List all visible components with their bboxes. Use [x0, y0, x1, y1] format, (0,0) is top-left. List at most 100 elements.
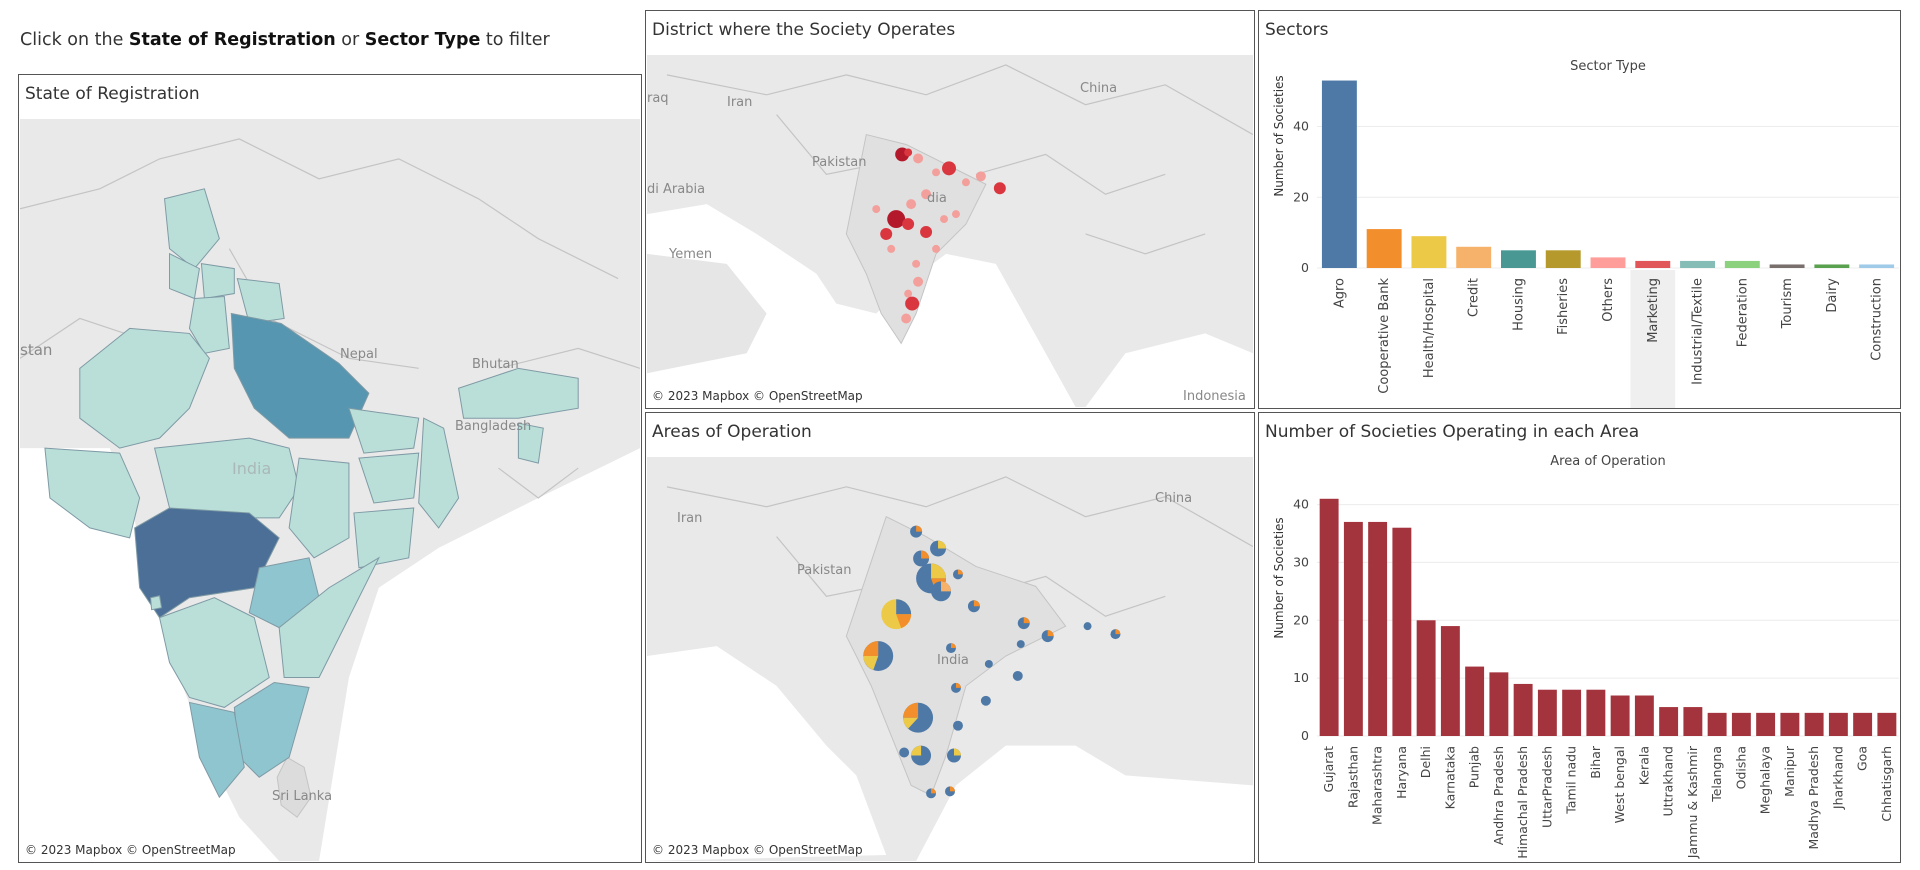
bar[interactable] — [1501, 250, 1536, 268]
x-tick-label[interactable]: Construction — [1870, 278, 1885, 361]
x-tick-label[interactable]: Agro — [1332, 278, 1347, 308]
bar[interactable] — [1537, 689, 1557, 736]
x-tick-label[interactable]: Himachal Pradesh — [1515, 746, 1530, 859]
area-bar-chart[interactable]: Area of Operation Number of Societies 0 10 2… — [1259, 413, 1901, 863]
bar[interactable] — [1780, 712, 1800, 736]
bar[interactable] — [1392, 527, 1412, 736]
bar[interactable] — [1610, 695, 1630, 737]
map-label-iran: Iran — [677, 511, 703, 526]
x-tick-label[interactable]: Housing — [1511, 278, 1526, 331]
x-tick-label[interactable]: Karnataka — [1442, 746, 1457, 809]
bar[interactable] — [1659, 707, 1679, 736]
panel-title: District where the Society Operates — [652, 20, 956, 40]
x-tick-label[interactable]: Maharashtra — [1370, 746, 1385, 825]
x-tick-label[interactable]: Tourism — [1780, 278, 1795, 329]
bar[interactable] — [1724, 260, 1760, 268]
map-label-china: China — [1155, 491, 1193, 506]
state-uttar-pradesh — [230, 312, 370, 439]
bar[interactable] — [1513, 683, 1533, 736]
map-credit: © 2023 Mapbox © OpenStreetMap — [652, 389, 863, 403]
map-label-sri-lanka: Sri Lanka — [272, 789, 333, 804]
bar[interactable] — [1545, 250, 1581, 268]
x-tick-label[interactable]: Federation — [1735, 278, 1750, 347]
map-label-china: China — [1080, 81, 1118, 96]
x-tick-label[interactable]: Health/Hospital — [1422, 278, 1437, 378]
bar[interactable] — [1562, 689, 1582, 736]
district-map[interactable]: China Iran Pakistan di Arabia Yemen raq … — [647, 55, 1253, 407]
bar[interactable] — [1756, 712, 1776, 736]
x-tick-label[interactable]: Delhi — [1418, 746, 1433, 778]
state-of-registration-term: State of Registration — [128, 30, 336, 50]
bar[interactable] — [1489, 672, 1509, 736]
bar[interactable] — [1804, 712, 1824, 736]
bar[interactable] — [1814, 264, 1850, 268]
areas-map[interactable]: China Iran Pakistan India © 2023 Mapbox … — [647, 457, 1253, 861]
x-tick-label[interactable]: Chhatisgarh — [1879, 746, 1894, 822]
x-tick-label[interactable]: Kerala — [1636, 746, 1651, 785]
chart-title: Area of Operation — [1550, 454, 1665, 469]
x-tick-label[interactable]: Dairy — [1825, 278, 1840, 313]
bar[interactable] — [1366, 229, 1402, 268]
bar[interactable] — [1680, 260, 1715, 268]
filter-instruction: Click on the State of Registration or Se… — [20, 30, 550, 50]
state-gujarat — [44, 447, 141, 539]
bar[interactable] — [1853, 712, 1873, 736]
sectors-panel: Sectors Sector Type Number of Societies 0 2… — [1258, 10, 1901, 409]
bar[interactable] — [1634, 695, 1654, 737]
sector-bar-chart[interactable]: Sector Type Number of Societies 0 20 40 Agro C… — [1259, 11, 1901, 409]
bar[interactable] — [1859, 264, 1895, 268]
x-tick-label[interactable]: Cooperative Bank — [1377, 278, 1392, 394]
x-tick-label[interactable]: Industrial/Textile — [1691, 278, 1706, 385]
y-axis-label: Number of Societies — [1272, 517, 1286, 638]
bar[interactable] — [1343, 521, 1363, 736]
bar[interactable] — [1586, 689, 1606, 736]
state-jammu-kashmir — [163, 188, 220, 270]
bar[interactable] — [1440, 626, 1460, 736]
bar[interactable] — [1769, 264, 1805, 268]
x-tick-label[interactable]: Jharkhand — [1830, 746, 1845, 810]
x-tick-label[interactable]: Tamil nadu — [1564, 746, 1579, 815]
x-tick-label[interactable]: Bihar — [1588, 745, 1603, 779]
x-tick-label[interactable]: Telangna — [1709, 746, 1724, 803]
x-tick-label[interactable]: Andhra Pradesh — [1491, 746, 1506, 845]
bar[interactable] — [1707, 712, 1727, 736]
state-kerala — [188, 701, 245, 799]
state-map[interactable]: India Nepal Bhutan Bangladesh Sri Lanka … — [20, 119, 640, 861]
x-tick-label[interactable]: Uttrakhand — [1661, 746, 1676, 816]
x-tick-label[interactable]: Meghalaya — [1758, 746, 1773, 814]
state-chhattisgarh — [288, 457, 350, 559]
bar[interactable] — [1368, 521, 1388, 736]
x-tick-label[interactable]: Fisheries — [1556, 278, 1571, 335]
x-tick-label[interactable]: UttarPradesh — [1539, 746, 1554, 828]
bar[interactable] — [1416, 620, 1436, 736]
bar[interactable] — [1635, 260, 1671, 268]
district-panel: District where the Society Operates — [645, 10, 1255, 409]
bar[interactable] — [1321, 80, 1357, 268]
x-tick-label[interactable]: Manipur — [1782, 745, 1797, 797]
x-tick-label[interactable]: Rajasthan — [1345, 746, 1360, 808]
x-tick-label[interactable]: Goa — [1855, 746, 1870, 771]
x-tick-label[interactable]: Jammu & Kashmir — [1685, 745, 1700, 859]
panel-title: State of Registration — [25, 84, 200, 104]
x-tick-label[interactable]: Punjab — [1467, 746, 1482, 788]
map-label-iran: Iran — [727, 95, 753, 110]
x-tick-label[interactable]: Marketing — [1646, 278, 1661, 343]
bar[interactable] — [1877, 712, 1897, 736]
bar[interactable] — [1456, 246, 1492, 268]
x-tick-label[interactable]: Gujarat — [1321, 746, 1336, 793]
state-jharkhand — [358, 452, 420, 504]
x-tick-label[interactable]: Others — [1601, 278, 1616, 322]
x-tick-label[interactable]: Madhya Pradesh — [1806, 746, 1821, 850]
bar[interactable] — [1683, 707, 1703, 736]
x-tick-label[interactable]: Haryana — [1394, 746, 1409, 799]
bar[interactable] — [1731, 712, 1751, 736]
x-tick-label[interactable]: West bengal — [1612, 746, 1627, 823]
bar[interactable] — [1411, 236, 1447, 268]
bar[interactable] — [1590, 257, 1626, 268]
x-tick-label[interactable]: Odisha — [1733, 746, 1748, 789]
map-credit: © 2023 Mapbox © OpenStreetMap — [25, 843, 236, 857]
bar[interactable] — [1465, 666, 1485, 736]
bar[interactable] — [1828, 712, 1848, 736]
x-tick-label[interactable]: Credit — [1467, 278, 1482, 317]
bar[interactable] — [1319, 498, 1339, 736]
